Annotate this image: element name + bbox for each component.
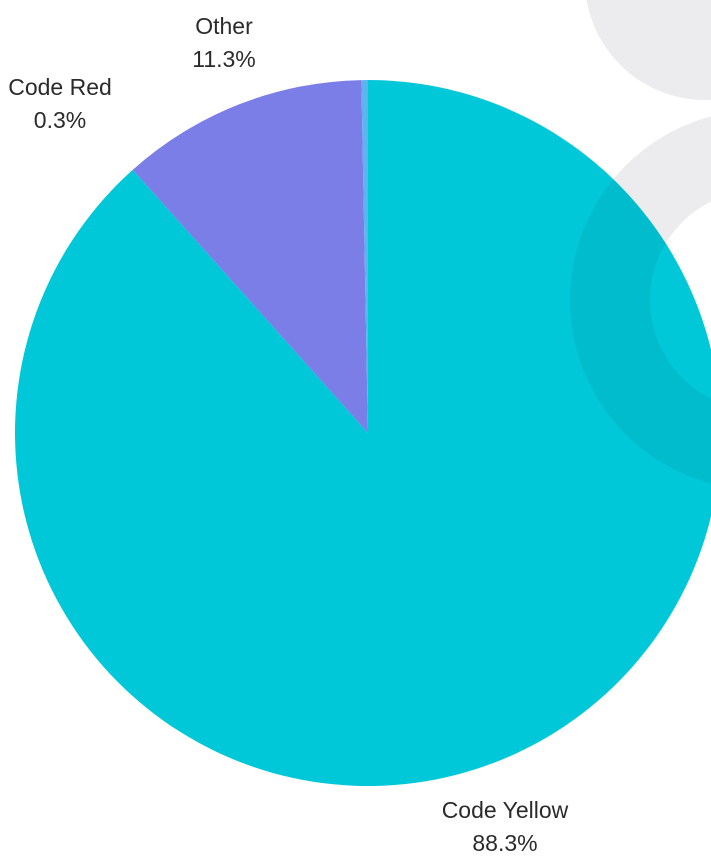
slice-labels: Code Yellow 88.3% Other 11.3% Code Red 0.3%: [8, 13, 568, 856]
pie-slice-other: [132, 80, 368, 433]
slice-label-value: 0.3%: [34, 107, 86, 133]
pie-slice-code-red: [361, 80, 368, 433]
slice-label-name: Code Yellow: [442, 797, 569, 823]
slice-label-name: Code Red: [8, 74, 112, 100]
slice-label-name: Other: [195, 13, 253, 39]
pie-slices: [15, 80, 711, 786]
pie-slice-code-yellow: [15, 80, 711, 786]
slice-label-value: 88.3%: [472, 830, 537, 856]
slice-label-value: 11.3%: [192, 46, 256, 72]
